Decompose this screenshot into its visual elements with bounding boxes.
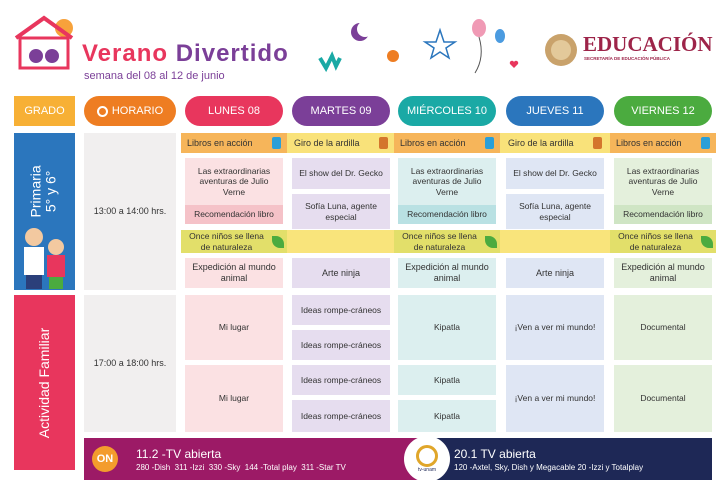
left-channel-title: 11.2 -TV abierta: [136, 447, 222, 461]
familiar-activity[interactable]: Kipatla: [398, 295, 496, 360]
activity-row-d[interactable]: Expedición al mundo animal: [614, 258, 712, 288]
activity-sofia-luna[interactable]: Sofía Luna, agente especial: [506, 194, 604, 229]
activity-label: Giro de la ardilla: [508, 137, 574, 148]
channel-banner-right: 20.1 TV abierta 120 -Axtel, Sky, Dish y …: [420, 438, 712, 480]
activity-dr-gecko[interactable]: El show del Dr. Gecko: [506, 158, 604, 189]
grado-header: GRADO: [14, 96, 75, 126]
familiar-activity[interactable]: Mi lugar: [185, 295, 283, 360]
squirrel-icon: [379, 137, 388, 149]
activity-once-ninos[interactable]: Once niños se llena de naturaleza: [181, 230, 287, 253]
activity-label: Giro de la ardilla: [294, 137, 360, 148]
activity-row-a[interactable]: Libros en acción: [394, 133, 500, 153]
familiar-activity[interactable]: Mi lugar: [185, 365, 283, 432]
activity-recomendacion[interactable]: Recomendación libro: [614, 205, 712, 224]
title-word-2: Divertido: [175, 40, 289, 67]
familiar-activity[interactable]: Kipatla: [398, 365, 496, 395]
activity-label: Libros en acción: [187, 137, 253, 148]
title-word-1: Verano: [82, 40, 169, 67]
house-logo-icon: [14, 15, 74, 70]
activity-row-a[interactable]: Giro de la ardilla: [288, 133, 394, 153]
mexico-seal-icon: [545, 34, 577, 66]
activity-row-d[interactable]: Arte ninja: [506, 258, 604, 288]
brand-subtitle: SECRETARÍA DE EDUCACIÓN PÚBLICA: [584, 56, 671, 61]
book-icon: [485, 137, 494, 149]
activity-row-d[interactable]: Expedición al mundo animal: [398, 258, 496, 288]
activity-recomendacion[interactable]: Recomendación libro: [398, 205, 496, 224]
activity-julio-verne[interactable]: Las extraordinarias aventuras de Julio V…: [614, 158, 712, 205]
familiar-activity[interactable]: Ideas rompe-cráneos: [292, 365, 390, 395]
book-icon: [701, 137, 710, 149]
familiar-activity[interactable]: Documental: [614, 295, 712, 360]
activity-julio-verne[interactable]: Las extraordinarias aventuras de Julio V…: [398, 158, 496, 205]
channel-banner-left: ON 11.2 -TV abierta 280 -Dish 311 -Izzi …: [84, 438, 420, 480]
leaf-icon: [272, 235, 284, 248]
primaria-grades: 5° y 6°: [43, 170, 60, 213]
subtitle: semana del 08 al 12 de junio: [84, 70, 225, 82]
familiar-activity[interactable]: ¡Ven a ver mi mundo!: [506, 365, 604, 432]
familiar-activity[interactable]: Documental: [614, 365, 712, 432]
day-header-4[interactable]: VIERNES 12: [614, 96, 712, 126]
day-header-3[interactable]: JUEVES 11: [506, 96, 604, 126]
kids-illustration-icon: [24, 228, 65, 289]
familiar-activity[interactable]: Ideas rompe-cráneos: [292, 400, 390, 432]
activity-dr-gecko[interactable]: El show del Dr. Gecko: [292, 158, 390, 189]
activity-label: Libros en acción: [616, 137, 682, 148]
familiar-title: Actividad Familiar: [36, 327, 53, 438]
leaf-icon: [485, 235, 497, 248]
horario-label: HORARIO: [111, 105, 164, 117]
activity-recomendacion[interactable]: Recomendación libro: [185, 205, 283, 224]
right-channel-list: 120 -Axtel, Sky, Dish y Megacable 20 -Iz…: [454, 463, 644, 472]
primaria-time: 13:00 a 14:00 hrs.: [84, 133, 176, 290]
clock-icon: [96, 105, 108, 117]
brand-title: EDUCACIÓN: [583, 32, 713, 56]
tv-unam-ring-icon: [416, 445, 438, 467]
activity-row-a[interactable]: Giro de la ardilla: [502, 133, 608, 153]
right-channel-title: 20.1 TV abierta: [454, 447, 536, 461]
activity-once-ninos[interactable]: Once niños se llena de naturaleza: [394, 230, 500, 253]
familiar-activity[interactable]: Ideas rompe-cráneos: [292, 330, 390, 360]
activity-row-d[interactable]: Expedición al mundo animal: [185, 258, 283, 288]
day-header-0[interactable]: LUNES 08: [185, 96, 283, 126]
familiar-activity[interactable]: Ideas rompe-cráneos: [292, 295, 390, 325]
decorations-icon: [318, 19, 519, 74]
once-logo-icon: ON: [92, 446, 118, 472]
left-channel-list: 280 -Dish 311 -Izzi 330 -Sky 144 -Total …: [136, 463, 346, 472]
activity-sofia-luna[interactable]: Sofía Luna, agente especial: [292, 194, 390, 229]
horario-header: HORARIO: [84, 96, 176, 126]
activity-label: Once niños se llena de naturaleza: [189, 231, 264, 252]
familiar-activity[interactable]: Kipatla: [398, 400, 496, 432]
activity-once-ninos[interactable]: Once niños se llena de naturaleza: [610, 230, 716, 253]
page-title: Verano Divertido: [82, 40, 289, 68]
squirrel-icon: [593, 137, 602, 149]
activity-label: Once niños se llena de naturaleza: [402, 231, 477, 252]
activity-row-d[interactable]: Arte ninja: [292, 258, 390, 288]
activity-label: Once niños se llena de naturaleza: [618, 231, 693, 252]
familiar-label: Actividad Familiar: [14, 295, 75, 470]
leaf-icon: [701, 235, 713, 248]
book-icon: [272, 137, 281, 149]
activity-label: Libros en acción: [400, 137, 466, 148]
activity-row-a[interactable]: Libros en acción: [181, 133, 287, 153]
day-header-1[interactable]: MARTES 09: [292, 96, 390, 126]
activity-julio-verne[interactable]: Las extraordinarias aventuras de Julio V…: [185, 158, 283, 205]
familiar-time: 17:00 a 18:00 hrs.: [84, 295, 176, 432]
tv-unam-label: tv-unam: [417, 467, 437, 473]
tv-unam-logo: tv-unam: [404, 436, 450, 482]
familiar-activity[interactable]: ¡Ven a ver mi mundo!: [506, 295, 604, 360]
activity-row-a[interactable]: Libros en acción: [610, 133, 716, 153]
day-header-2[interactable]: MIÉRCOLES 10: [398, 96, 496, 126]
